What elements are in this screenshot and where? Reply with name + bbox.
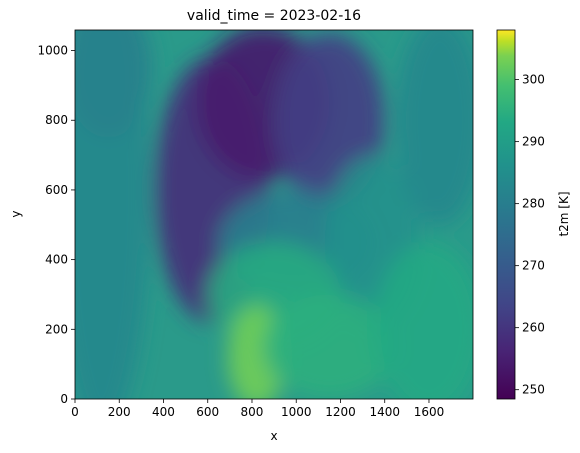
y-tick-label: 600 [45, 183, 68, 197]
y-tick-label: 800 [45, 113, 68, 127]
heatmap-region [374, 242, 485, 416]
x-tick-label: 1600 [414, 405, 445, 419]
x-axis: 0 200 400 600 800 1000 1200 1400 1600 [71, 399, 444, 419]
x-tick-label: 0 [71, 405, 79, 419]
heatmap-region [64, 0, 152, 138]
colorbar-tick-label: 250 [522, 383, 545, 397]
colorbar-tick-label: 300 [522, 73, 545, 87]
colorbar-tick-label: 260 [522, 321, 545, 335]
x-axis-label: x [270, 429, 277, 443]
x-tick-label: 1000 [281, 405, 312, 419]
x-tick-label: 1400 [369, 405, 400, 419]
x-tick-label: 200 [108, 405, 131, 419]
y-tick-label: 1000 [37, 44, 68, 58]
heatmap-field [53, 0, 484, 434]
colorbar: 250 260 270 280 290 300 t2m [K] [497, 30, 571, 399]
x-tick-label: 600 [196, 405, 219, 419]
colorbar-tick-label: 280 [522, 197, 545, 211]
y-axis-label: y [9, 210, 23, 217]
heatmap-region [396, 16, 484, 225]
colorbar-gradient [497, 30, 515, 399]
y-tick-label: 400 [45, 253, 68, 267]
y-tick-label: 200 [45, 322, 68, 336]
plot-area [53, 0, 484, 434]
colorbar-label: t2m [K] [557, 191, 571, 236]
x-tick-label: 400 [152, 405, 175, 419]
y-axis: 0 200 400 600 800 1000 [37, 44, 75, 406]
colorbar-tick-label: 290 [522, 135, 545, 149]
y-tick-label: 0 [60, 392, 68, 406]
x-tick-label: 1200 [325, 405, 356, 419]
x-tick-label: 800 [241, 405, 264, 419]
chart-title: valid_time = 2023-02-16 [187, 8, 361, 24]
colorbar-tick-label: 270 [522, 259, 545, 273]
colorbar-ticks: 250 260 270 280 290 300 [515, 73, 545, 397]
